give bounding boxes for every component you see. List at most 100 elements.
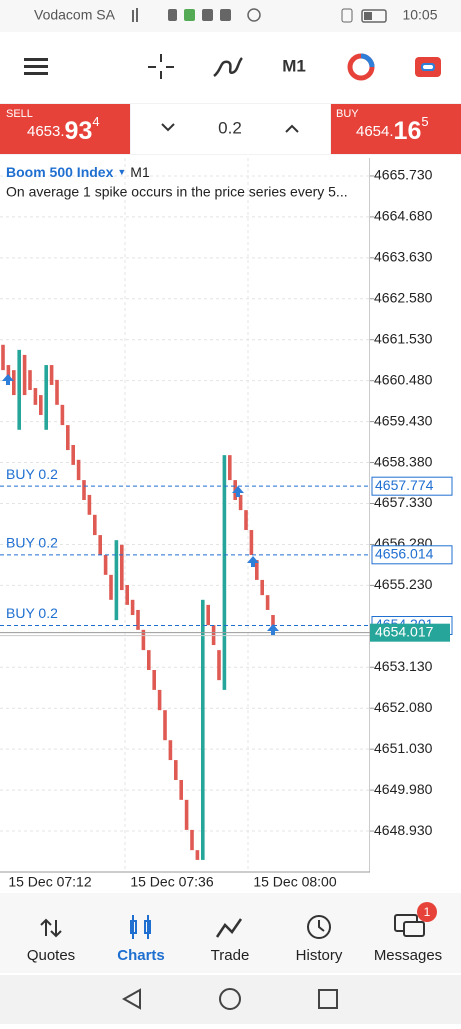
candle-down — [211, 625, 216, 646]
candle-down — [71, 445, 75, 465]
badge-count: 1 — [424, 905, 431, 919]
candle-down — [87, 494, 92, 515]
nav-label[interactable]: Messages — [374, 947, 442, 964]
position-price: 4656.014 — [375, 546, 434, 562]
candle-down — [238, 494, 243, 511]
sell-price-point: 4 — [92, 114, 99, 129]
recents-button[interactable] — [318, 989, 338, 1009]
candle-down — [1, 344, 5, 371]
system-nav — [0, 975, 461, 1024]
candle-down — [55, 379, 59, 405]
candle-down — [12, 370, 16, 396]
sell-price: 4653.934 — [27, 114, 100, 144]
nav-label[interactable]: Charts — [117, 947, 165, 964]
symbol-description: On average 1 spike occurs in the price s… — [6, 184, 348, 200]
sell-price-pips: 93 — [65, 117, 93, 145]
x-tick-label: 15 Dec 07:12 — [8, 874, 91, 890]
entry-arrow — [2, 374, 14, 385]
volume-up[interactable] — [285, 124, 299, 133]
candle-down — [136, 609, 140, 630]
volume-down[interactable] — [161, 123, 175, 132]
chart-symbol[interactable]: Boom 500 Index ▼ M1 — [6, 164, 150, 180]
candle-down — [152, 670, 156, 690]
price-axis: 4665.730 4664.680 4663.630 4662.580 4661.530… — [370, 158, 461, 872]
y-tick-label: 4665.730 — [374, 167, 433, 183]
candle-down — [6, 365, 11, 378]
home-button[interactable] — [219, 988, 241, 1010]
nav-label[interactable]: Trade — [211, 947, 250, 964]
x-tick-label: 15 Dec 07:36 — [130, 874, 213, 890]
candle-down — [271, 615, 275, 633]
y-tick-label: 4663.630 — [374, 249, 433, 265]
buy-price-point: 5 — [421, 114, 428, 129]
y-tick-label: 4658.380 — [374, 453, 433, 469]
entry-arrow — [232, 486, 244, 497]
buy-price: 4654.165 — [356, 114, 429, 144]
candle-up — [114, 540, 119, 621]
volume[interactable]: 0.2 — [218, 118, 242, 137]
sell-button[interactable] — [0, 104, 130, 154]
volume-box — [131, 104, 330, 154]
y-tick-label: 4655.230 — [374, 576, 433, 592]
candle-down — [33, 388, 38, 405]
crosshair-button[interactable] — [148, 54, 174, 79]
candle-down — [28, 370, 32, 391]
indicators-button[interactable] — [213, 57, 243, 77]
candle-down — [39, 395, 43, 415]
timeframe-button[interactable]: M1 — [282, 56, 306, 75]
price-axis-bg — [370, 158, 461, 872]
buy-label: BUY — [336, 108, 359, 120]
y-tick-label: 4662.580 — [374, 289, 433, 305]
nav-labels: Quotes Charts Trade History Messages — [27, 947, 442, 964]
candle-down — [195, 850, 200, 860]
buy-price-main: 4654. — [356, 123, 394, 140]
y-tick-label: 4651.030 — [374, 740, 433, 756]
buy-price-pips: 16 — [394, 117, 422, 145]
chart-plot: BUY 0.2 BUY 0.2 BUY 0.2 — [0, 344, 370, 860]
position-price-box — [371, 476, 453, 496]
candle-down — [49, 365, 54, 385]
candle-down — [163, 710, 167, 741]
carrier: Vodacom SA — [34, 7, 116, 23]
y-tick-label: 4664.680 — [374, 208, 433, 224]
candle-down — [184, 799, 189, 830]
trade-button[interactable] — [415, 57, 441, 77]
back-button[interactable] — [121, 988, 141, 1010]
candle-down — [179, 779, 183, 800]
candle-down — [265, 595, 270, 610]
candle-down — [141, 629, 146, 651]
entry-arrow — [247, 556, 259, 567]
candle-down — [157, 689, 162, 711]
clock: 10:05 — [402, 7, 437, 23]
current-price-box — [370, 623, 450, 642]
menu-button[interactable] — [24, 58, 48, 75]
y-tick-label: 4661.530 — [374, 330, 433, 346]
candle-down — [260, 579, 264, 596]
sell-label: SELL — [6, 108, 33, 120]
one-click-button[interactable] — [347, 53, 375, 81]
candle-down — [109, 574, 113, 600]
candle-down — [103, 554, 108, 575]
nav-label[interactable]: History — [296, 947, 343, 964]
symbol-name: Boom 500 Index — [6, 164, 114, 180]
bottom-nav — [0, 893, 461, 973]
candle-down — [147, 650, 151, 671]
candle-down — [76, 459, 81, 481]
position-label: BUY 0.2 — [6, 605, 58, 621]
candle-down — [244, 510, 248, 531]
candle-down — [206, 604, 210, 626]
candle-down — [93, 514, 97, 536]
candle-down — [255, 560, 259, 580]
sell-price-main: 4653. — [27, 123, 65, 140]
candle-down — [168, 740, 173, 761]
candle-up — [17, 349, 21, 430]
candle-down — [22, 354, 27, 396]
y-tick-label: 4652.080 — [374, 699, 433, 715]
buy-button[interactable] — [331, 104, 461, 154]
chart-grid — [0, 158, 370, 872]
candle-down — [125, 584, 129, 605]
nav-label[interactable]: Quotes — [27, 947, 75, 964]
y-tick-label: 4648.930 — [374, 822, 433, 838]
